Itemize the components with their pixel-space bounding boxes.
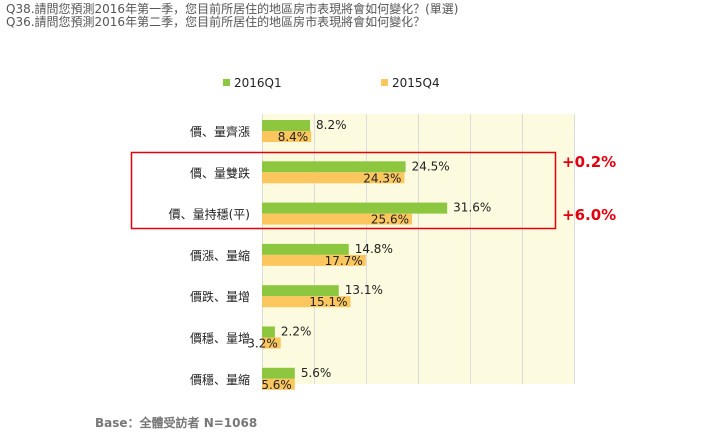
category-label: 價跌、量增	[190, 289, 250, 304]
category-label: 價穩、量增	[190, 332, 250, 346]
value-label-q1: 24.5%	[412, 159, 450, 173]
value-label-q1: 8.2%	[316, 118, 347, 132]
chart-title-block: Q38.請問您預測2016年第一季，您目前所居住的地區房市表現將會如何變化？(單…	[6, 3, 458, 29]
bar-q4	[262, 337, 281, 349]
base-note: Base：全體受訪者 N=1068	[95, 416, 258, 430]
bar-q1	[262, 326, 275, 338]
bar-q1	[262, 367, 295, 379]
category-label: 價穩、量縮	[190, 372, 250, 387]
highlight-box	[130, 151, 557, 230]
bar-q4	[262, 213, 413, 225]
legend-label-q4: 2015Q4	[392, 76, 440, 90]
category-label: 價漲、量縮	[190, 248, 250, 263]
bar-q4	[262, 254, 366, 266]
bar-q4	[262, 296, 351, 308]
bar-q1	[262, 161, 406, 173]
value-label-q4: 8.4%	[278, 130, 309, 144]
value-label-q4: 5.6%	[261, 378, 292, 392]
value-label-q4: 3.2%	[247, 337, 278, 351]
value-label-q1: 5.6%	[301, 366, 332, 380]
question-q38: Q38.請問您預測2016年第一季，您目前所居住的地區房市表現將會如何變化？(單…	[6, 2, 459, 16]
value-label-q1: 31.6%	[453, 201, 491, 215]
bar-q1	[262, 202, 448, 214]
bar-q1	[262, 243, 349, 255]
legend-swatch-q1	[223, 79, 230, 86]
value-label-q4: 15.1%	[309, 295, 347, 309]
question-q36: Q36.請問您預測2016年第二季，您目前所居住的地區房市表現將會如何變化？	[6, 15, 426, 29]
legend-label-q1: 2016Q1	[234, 76, 282, 90]
bar-q1	[262, 120, 311, 131]
legend-swatch-q4	[381, 79, 388, 86]
change-annotation: +0.2%	[562, 153, 616, 171]
value-label-q1: 14.8%	[355, 242, 393, 256]
change-annotation: +6.0%	[562, 206, 616, 224]
bar-q1	[262, 285, 339, 297]
value-label-q1: 13.1%	[345, 283, 383, 297]
category-label: 價、量持穩(平)	[169, 207, 250, 222]
category-label: 價、量齊漲	[190, 125, 250, 139]
value-label-q4: 25.6%	[371, 213, 409, 227]
value-label-q4: 24.3%	[363, 171, 401, 185]
bar-q4	[262, 131, 312, 142]
value-label-q4: 17.7%	[325, 254, 363, 268]
bar-q4	[262, 378, 295, 390]
category-label: 價、量雙跌	[190, 165, 250, 180]
value-label-q1: 2.2%	[281, 325, 312, 339]
bar-q4	[262, 172, 405, 184]
